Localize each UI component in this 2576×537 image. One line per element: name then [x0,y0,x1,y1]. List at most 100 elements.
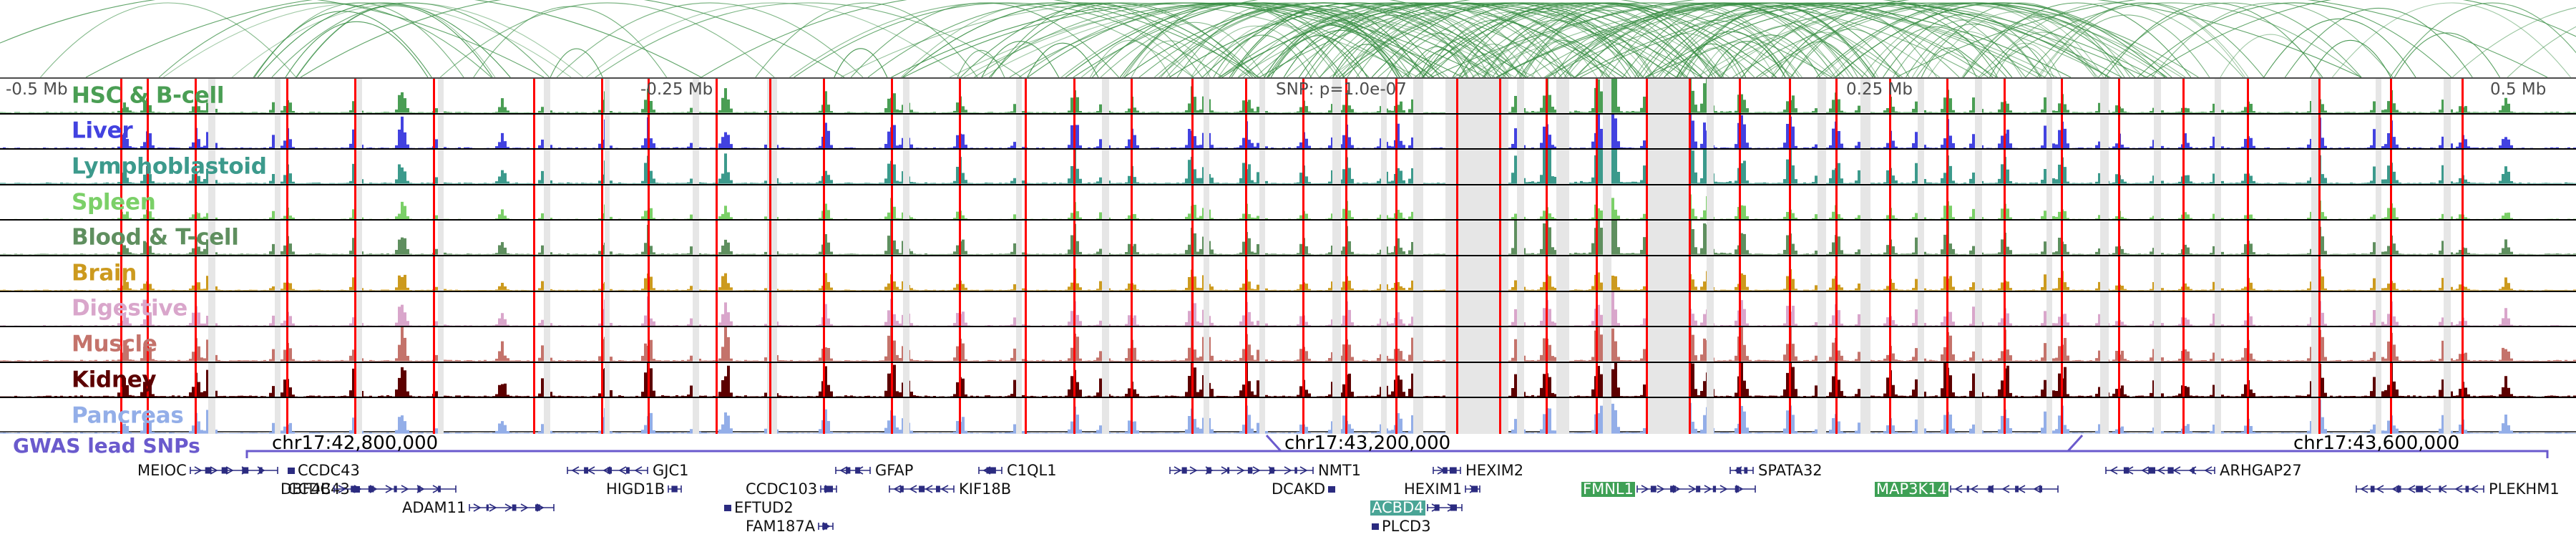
gwas-snp-tick[interactable] [1456,114,1458,149]
gwas-snp-tick[interactable] [2462,256,2464,291]
gwas-snp-tick[interactable] [1245,327,1247,362]
gwas-snp-tick[interactable] [716,291,718,326]
gwas-snp-tick[interactable] [1245,221,1247,255]
gwas-snp-tick[interactable] [533,114,535,149]
gwas-snp-tick[interactable] [2118,150,2120,184]
gwas-snp-tick[interactable] [1646,79,1648,113]
gwas-snp-tick[interactable] [1499,221,1501,255]
gene-model[interactable]: NMT1 [1168,461,1362,480]
gwas-snp-tick[interactable] [1456,398,1458,434]
gwas-snp-tick[interactable] [1596,114,1598,149]
gene-label[interactable]: SPATA32 [1758,461,1823,479]
gwas-snp-tick[interactable] [716,327,718,362]
gwas-snp-tick[interactable] [2004,256,2006,291]
gwas-snp-tick[interactable] [1835,256,1838,291]
gwas-snp-tick[interactable] [1499,79,1501,113]
gene-model[interactable]: FAM187A [744,517,836,536]
gwas-snp-tick[interactable] [769,398,771,434]
gwas-snp-tick[interactable] [601,114,603,149]
gene-label[interactable]: PLCD3 [1382,517,1431,535]
gwas-snp-tick[interactable] [2318,79,2321,113]
gene-label[interactable]: FMNL1 [1581,480,1635,498]
gwas-snp-tick[interactable] [147,114,149,149]
gwas-snp-tick[interactable] [2182,398,2185,434]
gwas-snp-tick[interactable] [120,327,122,362]
gwas-snp-tick[interactable] [2061,398,2063,434]
gwas-snp-tick[interactable] [2390,327,2392,362]
gwas-snp-tick[interactable] [1395,362,1397,397]
gwas-snp-tick[interactable] [1546,185,1548,220]
gwas-snp-tick[interactable] [1596,150,1598,184]
gwas-snp-tick[interactable] [601,79,603,113]
gwas-snp-tick[interactable] [147,256,149,291]
gwas-snp-tick[interactable] [891,291,893,326]
signal-track[interactable]: Liver [0,114,2576,150]
gwas-snp-tick[interactable] [147,398,149,434]
gwas-snp-tick[interactable] [601,327,603,362]
gwas-snp-tick[interactable] [2004,398,2006,434]
gwas-snp-tick[interactable] [2462,114,2464,149]
gwas-snp-tick[interactable] [1456,362,1458,397]
gwas-snp-tick[interactable] [1025,398,1027,434]
gwas-snp-tick[interactable] [1302,185,1304,220]
gene-model[interactable]: ARHGAP27 [2104,461,2303,480]
gwas-snp-tick[interactable] [716,256,718,291]
gwas-snp-tick[interactable] [1302,150,1304,184]
gwas-snp-tick[interactable] [648,398,650,434]
gwas-snp-tick[interactable] [1191,256,1194,291]
gwas-snp-tick[interactable] [1596,362,1598,397]
gwas-snp-tick[interactable] [1191,150,1194,184]
gwas-snp-tick[interactable] [2247,327,2249,362]
gwas-snp-tick[interactable] [1131,256,1133,291]
gwas-snp-tick[interactable] [1739,221,1741,255]
gwas-snp-tick[interactable] [1789,114,1791,149]
gwas-snp-tick[interactable] [354,221,356,255]
gwas-snp-tick[interactable] [354,114,356,149]
gwas-snp-tick[interactable] [1646,256,1648,291]
gwas-snp-tick[interactable] [1739,79,1741,113]
gwas-snp-tick[interactable] [433,398,435,434]
gwas-snp-tick[interactable] [891,256,893,291]
gwas-snp-tick[interactable] [2390,79,2392,113]
gwas-snp-tick[interactable] [1073,327,1075,362]
gwas-snp-tick[interactable] [1646,362,1648,397]
gwas-snp-tick[interactable] [354,291,356,326]
gwas-snp-tick[interactable] [2118,291,2120,326]
gwas-snp-tick[interactable] [1395,114,1397,149]
gwas-snp-tick[interactable] [1946,114,1948,149]
gwas-snp-tick[interactable] [1345,362,1347,397]
gwas-snp-tick[interactable] [1596,221,1598,255]
gwas-snp-tick[interactable] [716,398,718,434]
gwas-snp-tick[interactable] [120,79,122,113]
signal-track[interactable]: Digestive [0,291,2576,328]
gwas-snp-tick[interactable] [2462,185,2464,220]
gwas-snp-tick[interactable] [769,185,771,220]
gwas-snp-tick[interactable] [823,291,825,326]
gwas-snp-tick[interactable] [2390,362,2392,397]
gwas-snp-tick[interactable] [2004,150,2006,184]
gwas-snp-tick[interactable] [286,398,288,434]
gwas-snp-tick[interactable] [1499,398,1501,434]
gwas-snp-tick[interactable] [2004,362,2006,397]
gwas-snp-tick[interactable] [1946,185,1948,220]
gwas-snp-tick[interactable] [2462,327,2464,362]
gwas-snp-tick[interactable] [1456,256,1458,291]
gwas-snp-tick[interactable] [1739,114,1741,149]
gwas-snp-tick[interactable] [1546,398,1548,434]
gwas-snp-tick[interactable] [1395,221,1397,255]
gwas-snp-tick[interactable] [195,114,197,149]
gwas-snp-tick[interactable] [716,362,718,397]
gwas-snp-tick[interactable] [1302,221,1304,255]
gwas-snp-tick[interactable] [2247,221,2249,255]
gwas-snp-tick[interactable] [1456,185,1458,220]
gwas-snp-tick[interactable] [2182,150,2185,184]
gwas-snp-tick[interactable] [823,185,825,220]
gwas-snp-tick[interactable] [1456,221,1458,255]
gwas-snp-tick[interactable] [1946,221,1948,255]
gwas-snp-tick[interactable] [2118,221,2120,255]
gwas-snp-tick[interactable] [147,79,149,113]
gwas-snp-tick[interactable] [1889,114,1891,149]
gene-model[interactable]: PLEKHM1 [2354,480,2561,498]
gwas-snp-tick[interactable] [648,221,650,255]
gwas-snp-tick[interactable] [2318,256,2321,291]
